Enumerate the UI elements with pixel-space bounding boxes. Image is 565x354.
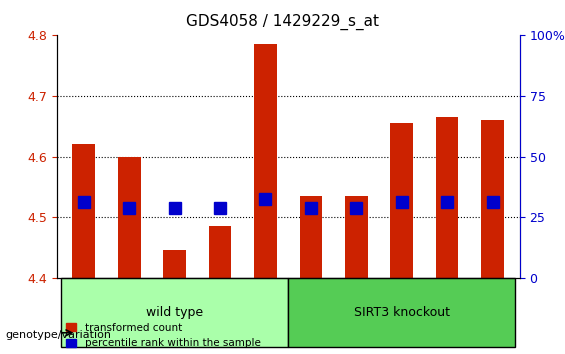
FancyBboxPatch shape <box>61 278 288 347</box>
Bar <box>254 45 277 278</box>
FancyBboxPatch shape <box>288 278 515 347</box>
Text: wild type: wild type <box>146 306 203 319</box>
Legend: transformed count, percentile rank within the sample: transformed count, percentile rank withi… <box>62 319 264 352</box>
Bar <box>118 156 141 278</box>
Bar <box>390 123 413 278</box>
Bar <box>208 226 232 278</box>
Bar <box>481 120 504 278</box>
Text: GDS4058 / 1429229_s_at: GDS4058 / 1429229_s_at <box>186 14 379 30</box>
Bar <box>299 196 322 278</box>
Bar <box>72 144 95 278</box>
Text: SIRT3 knockout: SIRT3 knockout <box>354 306 450 319</box>
Text: genotype/variation: genotype/variation <box>6 330 112 339</box>
Bar <box>345 196 368 278</box>
Bar <box>436 117 458 278</box>
Bar <box>163 250 186 278</box>
